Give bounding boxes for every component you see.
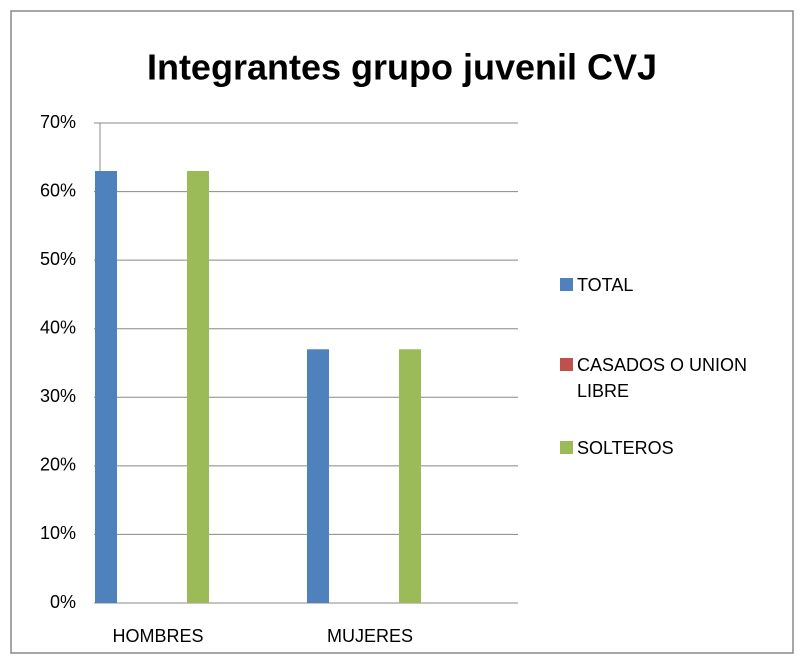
legend-label: CASADOS O UNION LIBRE [577,355,748,401]
y-tick-label: 40% [40,317,76,337]
y-tick-label: 60% [40,180,76,200]
legend-swatch [560,358,573,371]
legend-swatch [560,278,573,291]
bar [95,171,117,603]
chart-title: Integrantes grupo juvenil CVJ [147,47,657,88]
legend-item: TOTAL [560,272,775,298]
y-tick-label: 0% [50,592,76,612]
x-tick-label: HOMBRES [112,626,203,646]
legend-item: CASADOS O UNION LIBRE [560,352,775,404]
y-tick-label: 20% [40,455,76,475]
x-tick-label: MUJERES [327,626,413,646]
legend-label: SOLTEROS [577,438,674,458]
bar [399,349,421,603]
legend-swatch [560,441,573,454]
bar [187,171,209,603]
bar [307,349,329,603]
legend-label: TOTAL [577,275,634,295]
y-tick-label: 10% [40,523,76,543]
legend-item: SOLTEROS [560,435,775,461]
y-tick-label: 30% [40,386,76,406]
y-tick-label: 50% [40,249,76,269]
y-tick-label: 70% [40,112,76,132]
